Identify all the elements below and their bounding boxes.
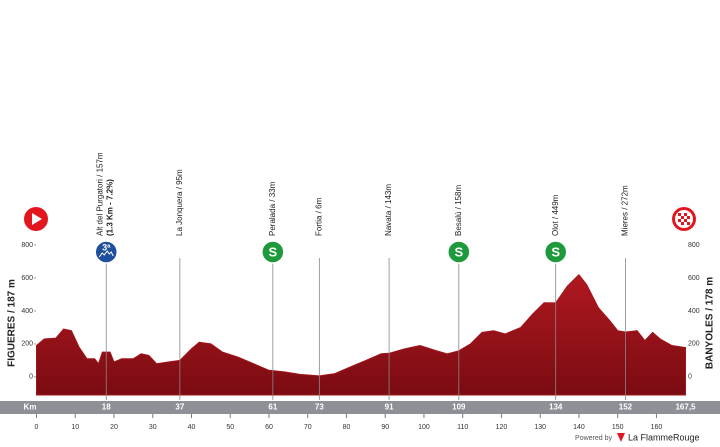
x-tick-label: 70 <box>304 424 312 431</box>
waypoint-label: Alt del Purgatori / 157m <box>95 152 104 236</box>
waypoint-label: Fortia / 6m <box>314 197 323 236</box>
x-tick-label: 90 <box>381 424 389 431</box>
waypoint-label: Olot / 449m <box>551 194 560 236</box>
x-tick-label: 150 <box>612 424 624 431</box>
km-mark-label: 18 <box>102 403 111 412</box>
profile-area <box>36 273 686 396</box>
x-tick-label: 80 <box>343 424 351 431</box>
y-tick-label: 400 <box>21 308 33 315</box>
y-tick-label-right: 400 <box>688 308 700 315</box>
finish-label: BANYOLES / 178 m <box>705 277 716 369</box>
waypoint-label: Mieres / 272m <box>621 185 630 236</box>
y-tick-label-right: 600 <box>688 275 700 282</box>
x-tick-label: 140 <box>573 424 585 431</box>
y-tick-label-right: 200 <box>688 341 700 348</box>
footer-brand: La FlammeRouge <box>628 432 700 442</box>
waypoint-label: Navata / 143m <box>384 184 393 236</box>
finish-icon <box>672 207 696 231</box>
km-mark-label: 37 <box>175 403 184 412</box>
waypoint-label: Peralada / 33m <box>268 181 277 236</box>
footer-logo <box>617 433 625 442</box>
km-mark-label: 61 <box>268 403 277 412</box>
km-mark-label: 167,5 <box>675 403 696 412</box>
km-mark-label: 109 <box>452 403 466 412</box>
km-mark-label: 134 <box>549 403 563 412</box>
km-mark-label: 91 <box>385 403 394 412</box>
waypoint-icon-mountain <box>98 250 114 258</box>
km-mark-label: 152 <box>619 403 633 412</box>
x-tick-label: 60 <box>265 424 273 431</box>
waypoint-label: Besalú / 158m <box>454 185 463 236</box>
x-tick-label: 10 <box>71 424 79 431</box>
waypoint-icon <box>543 240 568 264</box>
x-tick-label: 120 <box>496 424 508 431</box>
y-tick-label: 200 <box>21 341 33 348</box>
x-tick-label: 160 <box>651 424 663 431</box>
waypoint-icon <box>447 240 471 264</box>
x-tick-label: 30 <box>149 424 157 431</box>
km-label: Km <box>24 403 37 412</box>
start-arrow <box>32 213 42 225</box>
y-tick-label-right: 0 <box>688 374 692 381</box>
waypoint-icon <box>261 240 285 264</box>
x-tick-label: 20 <box>110 424 118 431</box>
x-tick-label: 130 <box>534 424 546 431</box>
waypoint-icon-text: 3ª <box>102 242 111 252</box>
waypoint-detail: (1.3 Km - 7.2%) <box>105 179 114 236</box>
y-tick-label: 600 <box>21 275 33 282</box>
x-tick-label: 40 <box>188 424 196 431</box>
waypoint-icon-text: S <box>551 244 560 259</box>
x-tick-label: 0 <box>35 424 39 431</box>
km-mark-label: 73 <box>315 403 324 412</box>
y-tick-label: 800 <box>21 242 33 249</box>
footer-powered: Powered by <box>575 435 612 442</box>
y-tick-label: 0 <box>29 374 33 381</box>
x-tick-label: 50 <box>226 424 234 431</box>
x-tick-label: 110 <box>457 424 468 431</box>
y-tick-label-right: 800 <box>688 242 700 249</box>
waypoint-icon-text: S <box>454 244 463 259</box>
km-band <box>0 401 720 414</box>
start-label: FIGUERES / 187 m <box>7 279 18 367</box>
waypoint-icon-text: S <box>269 244 278 259</box>
x-tick-label: 100 <box>418 424 430 431</box>
waypoint-label: La Jonquera / 95m <box>175 169 184 236</box>
